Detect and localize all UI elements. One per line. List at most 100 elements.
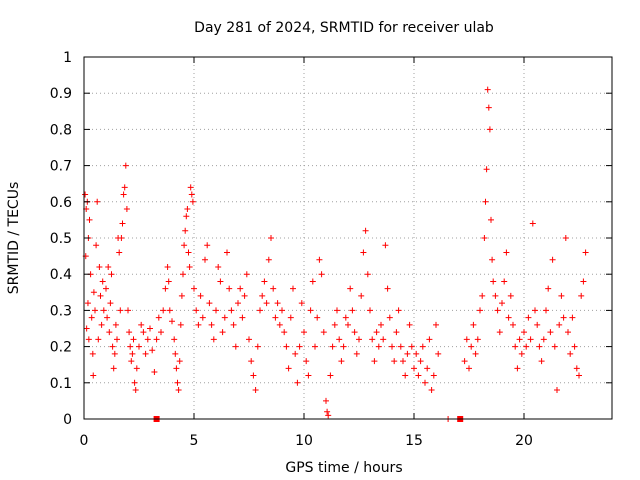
data-point	[173, 365, 180, 372]
data-point	[175, 387, 182, 394]
data-point	[501, 278, 508, 285]
data-point	[347, 285, 354, 292]
data-point	[276, 321, 283, 328]
data-point	[104, 314, 111, 321]
data-point	[202, 256, 208, 263]
data-point	[158, 329, 164, 336]
data-point	[197, 292, 204, 299]
data-point	[149, 347, 156, 354]
data-point	[380, 336, 387, 343]
data-point	[367, 307, 373, 314]
data-point	[479, 292, 486, 299]
data-point	[417, 358, 424, 365]
data-point	[128, 358, 135, 365]
data-point	[130, 336, 137, 343]
data-point	[426, 336, 433, 343]
data-point	[382, 242, 389, 249]
data-point	[169, 318, 175, 325]
data-point	[521, 329, 527, 336]
data-point	[404, 350, 411, 357]
data-point	[96, 263, 103, 270]
data-point	[98, 321, 105, 328]
data-point	[263, 300, 270, 307]
data-point	[82, 191, 89, 198]
data-point	[110, 365, 117, 372]
data-point	[274, 300, 281, 307]
data-point	[419, 343, 426, 350]
data-point	[88, 314, 95, 321]
data-point	[193, 307, 200, 314]
data-point	[95, 336, 102, 343]
data-point	[221, 314, 228, 321]
data-point	[210, 336, 217, 343]
data-point	[485, 104, 492, 111]
data-point	[230, 321, 237, 328]
data-point	[265, 256, 272, 263]
data-point	[525, 314, 532, 321]
scatter-points	[82, 86, 589, 422]
data-point	[490, 278, 497, 285]
data-point	[232, 343, 239, 350]
data-point	[252, 387, 259, 394]
y-tick-label: 0.7	[50, 159, 72, 175]
data-point	[428, 387, 435, 394]
data-point	[518, 350, 525, 357]
data-point	[320, 329, 327, 336]
data-point	[180, 271, 186, 278]
data-point	[395, 307, 402, 314]
data-point	[215, 263, 222, 270]
data-point	[327, 372, 334, 379]
data-point	[183, 213, 190, 220]
data-point	[534, 321, 541, 328]
data-point	[435, 350, 442, 357]
data-point	[213, 307, 219, 314]
data-point	[176, 358, 183, 365]
data-point	[182, 227, 189, 234]
data-point	[259, 292, 266, 299]
data-point	[246, 336, 252, 343]
data-point	[558, 292, 565, 299]
data-point	[90, 289, 97, 296]
data-point	[127, 343, 134, 350]
x-axis-label: GPS time / hours	[285, 460, 402, 476]
data-point	[257, 307, 263, 314]
data-point	[241, 292, 248, 299]
chart-title: Day 281 of 2024, SRMTID for receiver ula…	[194, 20, 494, 36]
x-tick-label: 15	[405, 433, 423, 449]
data-point	[514, 365, 521, 372]
data-point	[272, 314, 279, 321]
data-point	[470, 321, 477, 328]
data-point	[84, 300, 91, 307]
data-point	[155, 314, 162, 321]
data-point	[290, 285, 296, 292]
data-point	[362, 227, 369, 234]
data-point	[186, 263, 193, 270]
data-point	[466, 365, 472, 372]
data-point	[307, 307, 314, 314]
data-point	[393, 329, 400, 336]
data-point	[126, 329, 133, 336]
data-point	[540, 336, 547, 343]
data-point	[217, 278, 224, 285]
data-point	[243, 271, 250, 278]
data-point	[582, 249, 589, 256]
data-point	[285, 365, 292, 372]
data-point	[411, 365, 417, 372]
data-point	[97, 292, 104, 299]
data-point	[371, 358, 378, 365]
data-point	[349, 307, 356, 314]
data-point	[171, 336, 178, 343]
y-tick-label: 0.9	[50, 86, 72, 102]
data-point	[494, 307, 501, 314]
data-point	[118, 235, 125, 241]
data-point	[99, 278, 106, 285]
data-point	[578, 292, 585, 299]
data-point	[512, 343, 519, 350]
data-point	[389, 343, 395, 350]
x-tick-label: 20	[515, 433, 533, 449]
data-point	[556, 321, 563, 328]
data-point	[90, 372, 97, 379]
data-point	[364, 271, 371, 278]
data-point	[413, 350, 420, 357]
data-point	[254, 343, 261, 350]
